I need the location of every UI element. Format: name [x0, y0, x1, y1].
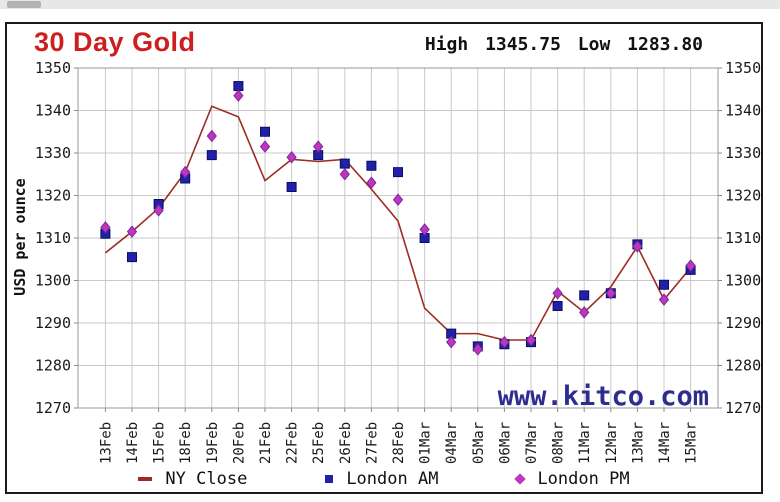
- london-pm-marker: [126, 225, 138, 238]
- x-tick-label: 07Mar: [524, 422, 540, 464]
- y-tick-label-left: 1330: [35, 144, 71, 162]
- legend: NY Close London AM London PM: [7, 469, 761, 489]
- low-label: Low: [577, 34, 611, 55]
- x-tick-label: 06Mar: [497, 422, 513, 464]
- x-tick-label: 08Mar: [551, 422, 567, 464]
- london-pm-marker: [366, 176, 377, 190]
- legend-label-ny-close: NY Close: [165, 469, 248, 489]
- london-am-marker: [339, 158, 350, 169]
- ny-close-line-icon: [138, 477, 153, 481]
- high-value: 1345.75: [485, 34, 561, 55]
- y-tick-label-left: 1310: [35, 229, 71, 247]
- london-pm-marker: [632, 240, 643, 253]
- london-am-marker: [233, 81, 244, 92]
- london-am-marker: [260, 126, 270, 137]
- y-tick-label-right: 1350: [725, 59, 761, 77]
- london-pm-marker: [446, 335, 457, 349]
- x-tick-label: 25Feb: [311, 422, 327, 464]
- high-low-stats: High 1345.75 Low 1283.80: [425, 34, 703, 55]
- ny-close-line: [104, 105, 692, 341]
- london-pm-marker: [180, 165, 191, 179]
- x-tick-label: 15Mar: [684, 422, 700, 464]
- y-tick-label-right: 1330: [725, 144, 761, 162]
- london-pm-marker: [685, 259, 696, 272]
- legend-item-ny-close: NY Close: [138, 469, 247, 489]
- london-pm-marker: [153, 204, 164, 217]
- x-tick-label: 27Feb: [364, 422, 380, 464]
- plot-border: [77, 67, 719, 409]
- y-tick-label-left: 1280: [35, 357, 71, 375]
- london-am-marker: [366, 160, 377, 171]
- y-tick-label-left: 1270: [35, 399, 71, 417]
- y-tick-label-right: 1290: [725, 314, 761, 332]
- x-tick-label: 13Feb: [98, 422, 114, 464]
- y-tick-label-left: 1300: [35, 272, 71, 290]
- top-scrollbar[interactable]: [0, 0, 780, 9]
- london-pm-marker: [100, 221, 111, 234]
- x-tick-label: 14Mar: [657, 422, 673, 464]
- x-tick-label: 13Mar: [630, 422, 646, 464]
- x-tick-label: 22Feb: [285, 422, 301, 464]
- london-am-marker: [659, 279, 669, 290]
- y-tick-label-left: 1350: [35, 59, 71, 77]
- london-am-marker: [579, 290, 590, 301]
- london-am-marker: [286, 182, 297, 192]
- high-label: High: [424, 34, 469, 55]
- london-pm-marker: [286, 150, 297, 164]
- legend-item-london-am: London AM: [325, 469, 438, 489]
- london-pm-marker: [658, 293, 670, 306]
- london-pm-marker: [392, 193, 404, 207]
- y-tick-label-right: 1300: [725, 272, 761, 290]
- plot-area: 1270 1270 1280 1280 1290 1290 1300 1300 1310 1310…: [35, 59, 761, 464]
- london-pm-marker: [259, 140, 271, 153]
- x-tick-label: 19Feb: [205, 422, 221, 464]
- y-tick-label-right: 1270: [725, 399, 761, 417]
- y-tick-label-left: 1320: [35, 187, 71, 205]
- london-pm-marker: [206, 129, 217, 143]
- x-tick-label: 18Feb: [178, 422, 194, 464]
- y-tick-label-left: 1340: [35, 102, 71, 120]
- london-pm-marker: [579, 306, 590, 319]
- legend-label-london-am: London AM: [346, 469, 439, 489]
- scrollbar-thumb[interactable]: [7, 1, 41, 8]
- london-pm-marker: [605, 286, 616, 300]
- london-am-marker: [393, 167, 403, 178]
- london-pm-marker: [472, 343, 483, 356]
- chart-title: 30 Day Gold: [34, 27, 196, 57]
- x-tick-label: 15Feb: [152, 422, 168, 464]
- y-tick-label-right: 1310: [725, 229, 761, 247]
- low-value: 1283.80: [627, 34, 703, 55]
- x-tick-label: 20Feb: [231, 422, 247, 464]
- london-am-marker: [552, 301, 563, 311]
- y-tick-label-left: 1290: [35, 314, 71, 332]
- london-am-marker: [206, 150, 217, 161]
- london-pm-marker-icon: [514, 473, 527, 485]
- london-am-marker: [127, 252, 137, 263]
- x-tick-label: 26Feb: [338, 422, 354, 464]
- x-tick-label: 11Mar: [577, 422, 593, 464]
- london-pm-marker: [339, 167, 350, 181]
- x-tick-label: 04Mar: [444, 422, 460, 464]
- london-am-marker-icon: [325, 475, 334, 483]
- y-tick-label-right: 1340: [725, 102, 761, 120]
- x-tick-label: 12Mar: [604, 422, 620, 464]
- chart-frame: 30 Day Gold High 1345.75 Low 1283.80 USD…: [5, 22, 763, 494]
- london-pm-marker: [552, 286, 563, 300]
- y-tick-label-right: 1320: [725, 187, 761, 205]
- x-tick-label: 21Feb: [258, 422, 274, 464]
- london-pm-marker: [313, 140, 324, 153]
- x-tick-label: 28Feb: [391, 422, 407, 464]
- london-pm-marker: [233, 89, 244, 102]
- x-tick-label: 05Mar: [471, 422, 487, 464]
- legend-item-london-pm: London PM: [514, 469, 630, 489]
- y-tick-label-right: 1280: [725, 357, 761, 375]
- london-pm-marker: [419, 223, 430, 236]
- legend-label-london-pm: London PM: [537, 469, 630, 489]
- kitco-watermark: www.kitco.com: [497, 381, 709, 412]
- london-pm-marker: [525, 333, 537, 347]
- x-tick-label: 01Mar: [418, 422, 434, 464]
- x-tick-label: 14Feb: [125, 422, 141, 464]
- london-pm-marker: [499, 335, 510, 349]
